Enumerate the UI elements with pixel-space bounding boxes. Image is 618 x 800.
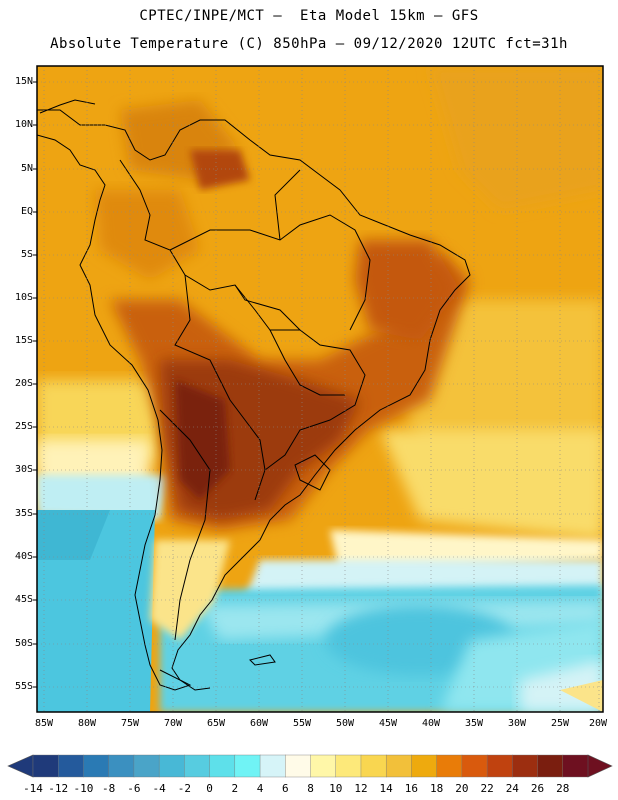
colorbar-arrow-right (587, 754, 613, 778)
colorbar-tick-label: -8 (102, 782, 116, 795)
colorbar-swatch (335, 754, 362, 778)
colorbar-swatch (209, 754, 236, 778)
colorbar-tick-label: -10 (73, 782, 94, 795)
map-title-line1: CPTEC/INPE/MCT – Eta Model 15km – GFS (139, 8, 479, 24)
colorbar-swatch (158, 754, 185, 778)
lon-label: 80W (77, 718, 97, 729)
lat-label: 30S (14, 464, 33, 475)
colorbar-swatch (184, 754, 211, 778)
lat-label: 10S (14, 292, 33, 303)
colorbar-swatch (83, 754, 110, 778)
lat-label: 50S (14, 638, 33, 649)
map-title-line2: Absolute Temperature (C) 850hPa – 09/12/… (50, 36, 568, 52)
colorbar-tick-label: 20 (455, 782, 469, 795)
colorbar-swatch (385, 754, 412, 778)
colorbar-swatch (285, 754, 312, 778)
colorbar-tick-label: 8 (307, 782, 314, 795)
colorbar-swatch (461, 754, 488, 778)
lon-label: 20W (588, 718, 608, 729)
lat-label: 5S (20, 249, 33, 260)
colorbar-swatch (562, 754, 589, 778)
colorbar-tick-label: -4 (152, 782, 166, 795)
colorbar-swatch (259, 754, 286, 778)
lat-label: 40S (14, 551, 33, 562)
lon-label: 50W (335, 718, 355, 729)
colorbar-swatch (512, 754, 539, 778)
colorbar-tick-label: 16 (404, 782, 419, 795)
colorbar-swatch (411, 754, 438, 778)
colorbar-swatch (360, 754, 387, 778)
lat-label: 45S (14, 594, 33, 605)
colorbar-swatch (133, 754, 160, 778)
lon-label: 40W (421, 718, 441, 729)
colorbar-swatch (108, 754, 135, 778)
lat-label: 35S (14, 508, 33, 519)
colorbar-tick-label: 28 (556, 782, 570, 795)
colorbar-tick-label: 12 (354, 782, 368, 795)
lon-label: 35W (464, 718, 484, 729)
lon-label: 70W (163, 718, 183, 729)
lon-label: 85W (34, 718, 54, 729)
map-frame (36, 65, 604, 713)
colorbar-tick-label: -2 (177, 782, 191, 795)
colorbar-swatch (234, 754, 261, 778)
lon-label: 25W (550, 718, 570, 729)
colorbar-tick-label: 18 (430, 782, 444, 795)
colorbar-swatch (310, 754, 337, 778)
colorbar-swatch (537, 754, 564, 778)
colorbar-tick-label: 14 (379, 782, 393, 795)
colorbar-tick-label: 6 (281, 782, 289, 795)
colorbar-swatch (32, 754, 59, 778)
colorbar-tick-label: 2 (231, 782, 239, 795)
lon-label: 60W (249, 718, 269, 729)
colorbar-tick-label: -14 (23, 782, 43, 795)
colorbar-tick-label: 24 (505, 782, 519, 795)
colorbar (7, 754, 613, 778)
colorbar-tick-label: -12 (48, 782, 69, 795)
colorbar-swatch (58, 754, 84, 778)
lat-label: 5N (20, 163, 33, 174)
lon-label: 75W (120, 718, 140, 729)
colorbar-swatch (486, 754, 513, 778)
colorbar-tick-label: -6 (127, 782, 141, 795)
lat-label: 15N (14, 76, 33, 87)
colorbar-swatch (436, 754, 463, 778)
temperature-field (37, 66, 603, 712)
lon-label: 30W (507, 718, 527, 729)
colorbar-tick-label: 22 (480, 782, 494, 795)
lat-label: 15S (14, 335, 33, 346)
colorbar-tick-label: 4 (256, 782, 264, 795)
lat-label: 20S (14, 378, 33, 389)
colorbar-tick-label: 10 (329, 782, 343, 795)
coastlines (37, 99, 471, 691)
colorbar-tick-label: 0 (206, 782, 213, 795)
lon-label: 45W (378, 718, 398, 729)
lat-label: 55S (14, 681, 33, 692)
lat-label: EQ (20, 206, 33, 217)
axis-ticks (33, 81, 37, 688)
colorbar-arrow-left (7, 754, 34, 778)
lon-label: 55W (292, 718, 312, 729)
lon-label: 65W (206, 718, 226, 729)
colorbar-tick-label: 26 (530, 782, 545, 795)
lat-label: 10N (14, 119, 33, 130)
lat-label: 25S (14, 421, 33, 432)
